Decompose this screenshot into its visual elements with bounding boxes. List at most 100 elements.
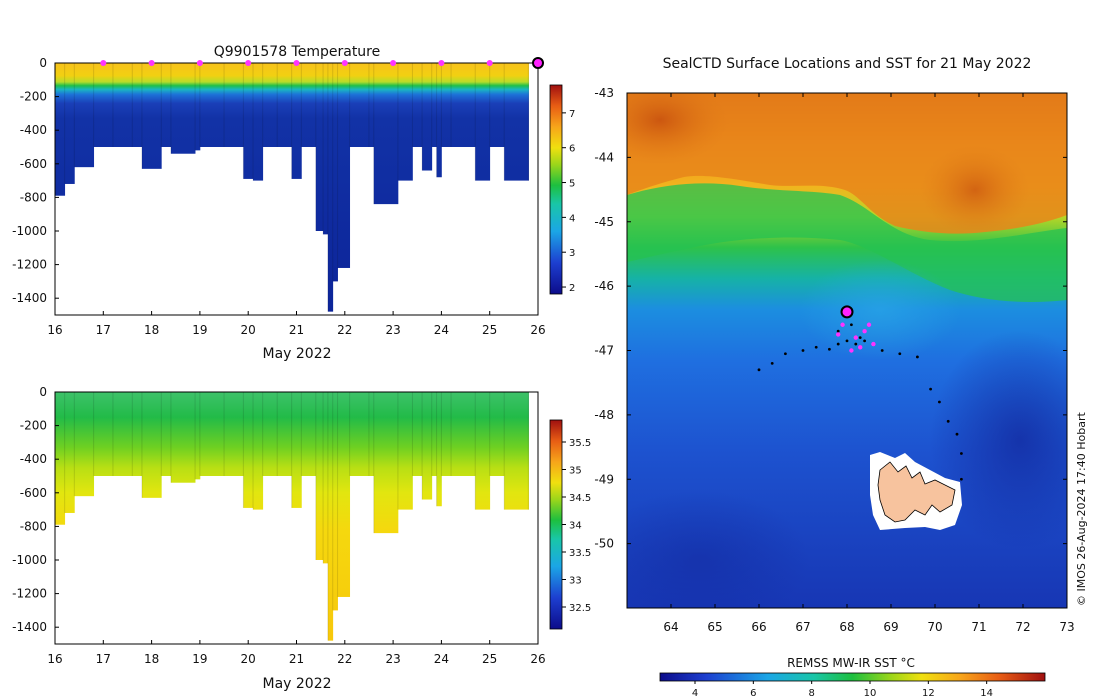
y-tick-label: -600 xyxy=(20,486,47,500)
colorbar-tick-label: 34 xyxy=(569,521,582,532)
surface-marker xyxy=(390,60,397,66)
track-dot xyxy=(836,329,840,333)
salinity-y-axis: 0 -200 -400 -600 -800 -1000 -1200 -1400 xyxy=(12,385,59,634)
profile-column xyxy=(373,392,399,534)
x-tick-label: 22 xyxy=(337,323,352,337)
profile-column xyxy=(323,392,329,564)
profile-column xyxy=(327,63,334,312)
profile-column xyxy=(224,63,244,147)
x-tick-label: 16 xyxy=(47,323,62,337)
profile-column xyxy=(475,63,491,181)
y-tick-label: -200 xyxy=(20,90,47,104)
lat-tick-label: -48 xyxy=(594,408,614,422)
x-tick-label: 17 xyxy=(96,323,111,337)
track-dot xyxy=(770,361,774,365)
colorbar-tick-label: 35.5 xyxy=(569,438,591,449)
lon-tick-label: 73 xyxy=(1059,620,1074,634)
profile-column xyxy=(315,392,324,560)
profile-column xyxy=(291,63,302,179)
surface-marker xyxy=(245,60,252,66)
surface-location-dot xyxy=(858,345,863,350)
profile-column xyxy=(170,392,196,483)
map-title: SealCTD Surface Locations and SST for 21… xyxy=(663,56,1032,72)
y-tick-label: -800 xyxy=(20,190,47,204)
profile-column xyxy=(412,63,423,147)
track-dot xyxy=(960,477,963,481)
profile-column xyxy=(161,392,172,476)
profile-column xyxy=(132,392,143,476)
lat-tick-label: -47 xyxy=(594,344,614,358)
surface-marker xyxy=(341,60,348,66)
y-tick-label: -400 xyxy=(20,452,47,466)
colorbar-tick-label: 33 xyxy=(569,576,582,587)
kerguelen-island xyxy=(877,461,956,523)
profile-column xyxy=(373,63,399,205)
y-tick-label: -1400 xyxy=(12,620,47,634)
lon-tick-label: 70 xyxy=(927,620,942,634)
track-dot xyxy=(955,432,959,436)
profile-column xyxy=(262,63,278,147)
colorbar-tick-label: 5 xyxy=(569,179,575,190)
track-dot xyxy=(898,352,902,356)
salinity-section xyxy=(55,392,529,641)
profile-column xyxy=(253,392,264,510)
colorbar-tick-label: 6 xyxy=(569,144,575,155)
cold-region-east xyxy=(930,330,1067,550)
aqua-region xyxy=(800,260,960,360)
y-tick-label: -1200 xyxy=(12,587,47,601)
surface-location-dots xyxy=(836,309,876,353)
profile-column xyxy=(93,63,114,147)
colorbar-tick-label: 2 xyxy=(569,283,575,294)
x-tick-label: 19 xyxy=(192,323,207,337)
temperature-y-axis: 0 -200 -400 -600 -800 -1000 -1200 -1400 xyxy=(12,56,59,305)
sst-colorbar-tick-label: 12 xyxy=(922,688,935,699)
profile-column xyxy=(74,392,95,497)
profile-column xyxy=(93,392,114,476)
colorbar-tick-label: 7 xyxy=(569,109,575,120)
profile-column xyxy=(253,63,264,181)
x-tick-label: 22 xyxy=(337,652,352,666)
colorbar-tick-label: 34.5 xyxy=(569,493,591,504)
track-dot xyxy=(784,352,787,356)
lat-tick-label: -46 xyxy=(594,279,614,293)
profile-column xyxy=(332,63,338,282)
surface-location-dot xyxy=(836,332,841,337)
salinity-colorbar-ticks: 32.5 33 33.5 34 34.5 35 35.5 xyxy=(562,438,591,614)
temperature-section xyxy=(55,63,529,312)
lat-tick-label: -49 xyxy=(594,472,614,486)
surface-location-dot xyxy=(853,335,858,340)
temperature-panel: Q9901578 Temperature 0 -200 -400 -600 -800 -1… xyxy=(12,44,575,362)
surface-marker xyxy=(486,60,493,66)
profile-column xyxy=(327,392,334,641)
lon-tick-label: 68 xyxy=(839,620,854,634)
x-tick-label: 20 xyxy=(241,323,256,337)
lon-tick-label: 65 xyxy=(707,620,722,634)
y-tick-label: 0 xyxy=(39,385,47,399)
profile-column xyxy=(132,63,143,147)
profile-column xyxy=(315,63,324,231)
profile-column xyxy=(332,392,338,611)
x-tick-label: 26 xyxy=(530,652,545,666)
profile-column xyxy=(337,63,351,268)
profile-column xyxy=(349,392,370,476)
profile-column xyxy=(64,392,75,513)
x-tick-label: 18 xyxy=(144,652,159,666)
track-dot xyxy=(858,336,862,340)
profile-column xyxy=(55,392,66,525)
salinity-x-axis: 16 17 18 19 20 21 22 23 24 25 26 xyxy=(47,640,546,666)
profile-column xyxy=(368,392,375,476)
track-dot xyxy=(757,368,761,372)
surface-marker xyxy=(148,60,155,66)
profile-column xyxy=(451,63,476,147)
lat-tick-label: -44 xyxy=(594,150,614,164)
sst-colorbar-tick-label: 6 xyxy=(750,688,756,699)
profile-column xyxy=(422,392,433,500)
cold-region-south xyxy=(627,490,810,608)
track-dot xyxy=(880,349,884,352)
sst-map-panel: SealCTD Surface Locations and SST for 21… xyxy=(594,56,1088,699)
lon-tick-label: 67 xyxy=(795,620,810,634)
track-dot xyxy=(946,419,950,423)
profile-column xyxy=(141,63,162,169)
profile-column xyxy=(195,392,201,480)
profile-column xyxy=(323,63,329,235)
